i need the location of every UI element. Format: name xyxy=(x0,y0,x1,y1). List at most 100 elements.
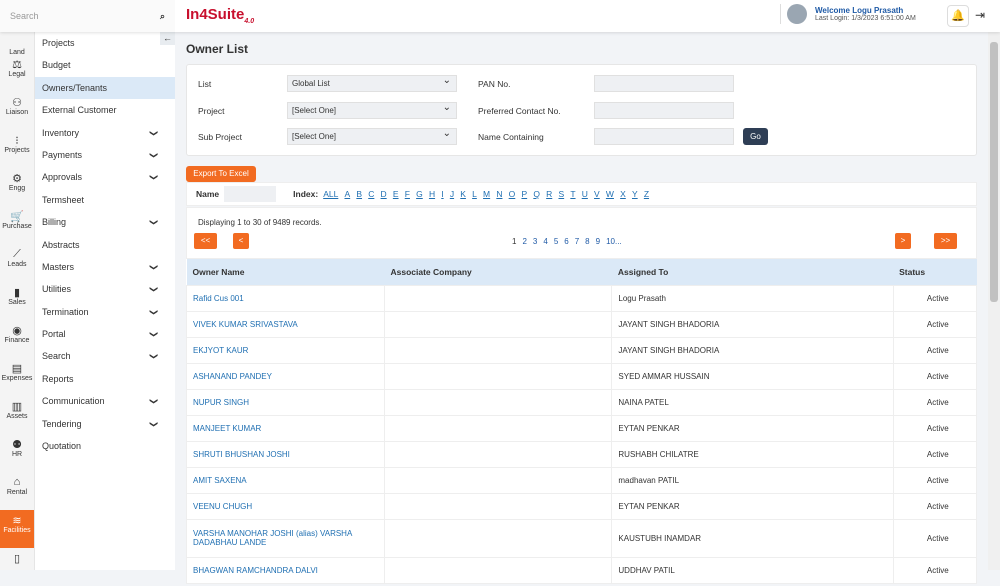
owner-name-link[interactable]: ASHANAND PANDEY xyxy=(186,362,385,390)
sidebar-item-projects[interactable]: Projects xyxy=(35,32,175,54)
page-link[interactable]: 10... xyxy=(606,237,622,246)
sidebar-item-external-customer[interactable]: External Customer xyxy=(35,99,175,121)
index-letter-a[interactable]: A xyxy=(344,189,351,199)
rail-item-sales[interactable]: ▮ Sales xyxy=(0,282,34,320)
sidebar-item-billing[interactable]: Billing ❯ xyxy=(35,211,175,233)
owner-name-link[interactable]: VIVEK KUMAR SRIVASTAVA xyxy=(186,310,385,338)
index-letter-h[interactable]: H xyxy=(428,189,436,199)
page-link[interactable]: 5 xyxy=(553,237,559,246)
owner-name-link[interactable]: AMIT SAXENA xyxy=(186,466,385,494)
sidebar-item-quotation[interactable]: Quotation xyxy=(35,435,175,457)
scrollbar-thumb[interactable] xyxy=(990,42,998,302)
index-letter-j[interactable]: J xyxy=(449,189,455,199)
owner-name-link[interactable]: BHAGWAN RAMCHANDRA DALVI xyxy=(186,556,385,584)
index-letter-w[interactable]: W xyxy=(605,189,614,199)
owner-name-link[interactable]: SHRUTI BHUSHAN JOSHI xyxy=(186,440,385,468)
rail-item-rental[interactable]: ⌂ Rental xyxy=(0,472,34,510)
first-page-button[interactable]: << xyxy=(194,233,217,249)
logout-icon[interactable]: ⇥ xyxy=(975,8,986,22)
index-letter-e[interactable]: E xyxy=(392,189,399,199)
index-letter-r[interactable]: R xyxy=(546,189,553,199)
owner-name-link[interactable]: Rafid Cus 001 xyxy=(186,284,385,312)
sidebar-item-termination[interactable]: Termination ❯ xyxy=(35,301,175,323)
list-select[interactable]: Global List xyxy=(287,75,457,92)
page-link[interactable]: 9 xyxy=(595,237,601,246)
sidebar-item-inventory[interactable]: Inventory ❯ xyxy=(35,122,175,144)
search-input[interactable]: Search xyxy=(10,11,39,21)
index-letter-z[interactable]: Z xyxy=(643,189,650,199)
index-letter-n[interactable]: N xyxy=(496,189,503,199)
owner-name-link[interactable]: VEENU CHUGH xyxy=(186,492,385,520)
prev-page-button[interactable]: < xyxy=(233,233,249,249)
column-header[interactable]: Owner Name xyxy=(186,259,385,285)
rail-item-projects[interactable]: ⁝ Projects xyxy=(0,130,34,168)
subproject-select[interactable]: [Select One] xyxy=(287,128,457,145)
rail-item-legal[interactable]: ⚖ Legal xyxy=(0,54,34,92)
collapse-sidebar-icon[interactable]: ← xyxy=(160,32,175,45)
rail-item-expenses[interactable]: ▤ Expenses xyxy=(0,358,34,396)
rail-item-leads[interactable]: ⟋ Leads xyxy=(0,244,34,282)
index-letter-k[interactable]: K xyxy=(460,189,466,199)
name-filter-input[interactable] xyxy=(224,186,277,202)
scrollbar[interactable] xyxy=(988,32,1000,570)
index-letter-q[interactable]: Q xyxy=(533,189,540,199)
index-letter-p[interactable]: P xyxy=(521,189,528,199)
pan-input[interactable] xyxy=(594,75,734,92)
owner-name-link[interactable]: MANJEET KUMAR xyxy=(186,414,385,442)
index-letter-x[interactable]: X xyxy=(620,189,626,199)
sidebar-item-tendering[interactable]: Tendering ❯ xyxy=(35,413,175,435)
go-button[interactable]: Go xyxy=(743,128,768,145)
page-link[interactable]: 2 xyxy=(522,237,527,246)
sidebar-item-owners-tenants[interactable]: Owners/Tenants xyxy=(35,76,175,100)
rail-item-more[interactable]: ▯ xyxy=(0,548,34,586)
page-link[interactable]: 3 xyxy=(532,237,538,246)
rail-item-hr[interactable]: ⚉ HR xyxy=(0,434,34,472)
index-letter-s[interactable]: S xyxy=(558,189,565,199)
sidebar-item-approvals[interactable]: Approvals ❯ xyxy=(35,166,175,188)
page-link[interactable]: 4 xyxy=(543,237,548,246)
index-letter-u[interactable]: U xyxy=(581,189,588,199)
sidebar-item-search[interactable]: Search ❯ xyxy=(35,345,175,367)
index-letter-all[interactable]: ALL xyxy=(323,189,339,199)
column-header[interactable]: Associate Company xyxy=(384,259,612,285)
sidebar-item-termsheet[interactable]: Termsheet xyxy=(35,189,175,211)
index-letter-v[interactable]: V xyxy=(594,189,600,199)
bell-icon[interactable]: 🔔 xyxy=(947,5,969,27)
sidebar-item-budget[interactable]: Budget xyxy=(35,54,175,76)
sidebar-item-reports[interactable]: Reports xyxy=(35,368,175,390)
index-letter-g[interactable]: G xyxy=(416,189,423,199)
rail-item-engg[interactable]: ⚙ Engg xyxy=(0,168,34,206)
search-box[interactable]: Search ⌕ xyxy=(0,0,175,32)
rail-item-facilities[interactable]: ≋ Facilities xyxy=(0,510,34,548)
user-info[interactable]: Welcome Logu Prasath Last Login: 1/3/2023… xyxy=(780,4,916,24)
column-header[interactable]: Status xyxy=(893,259,977,285)
index-letter-b[interactable]: B xyxy=(356,189,363,199)
sidebar-item-portal[interactable]: Portal ❯ xyxy=(35,323,175,345)
export-excel-button[interactable]: Export To Excel xyxy=(186,166,256,182)
next-page-button[interactable]: > xyxy=(895,233,911,249)
page-link[interactable]: 7 xyxy=(574,237,580,246)
project-select[interactable]: [Select One] xyxy=(287,102,457,119)
page-link[interactable]: 1 xyxy=(512,237,517,246)
page-link[interactable]: 8 xyxy=(585,237,590,246)
index-letter-o[interactable]: O xyxy=(508,189,516,199)
search-icon[interactable]: ⌕ xyxy=(159,10,165,21)
contact-input[interactable] xyxy=(594,102,734,119)
rail-item-liaison[interactable]: ⚇ Liaison xyxy=(0,92,34,130)
index-letter-l[interactable]: L xyxy=(472,189,477,199)
index-letter-i[interactable]: I xyxy=(441,189,444,199)
sidebar-item-masters[interactable]: Masters ❯ xyxy=(35,256,175,278)
last-page-button[interactable]: >> xyxy=(934,233,957,249)
index-letter-d[interactable]: D xyxy=(380,189,387,199)
index-letter-m[interactable]: M xyxy=(483,189,491,199)
index-letter-c[interactable]: C xyxy=(368,189,375,199)
index-letter-t[interactable]: T xyxy=(570,189,576,199)
rail-item-land[interactable]: Land xyxy=(0,32,34,56)
rail-item-finance[interactable]: ◉ Finance xyxy=(0,320,34,358)
owner-name-link[interactable]: VARSHA MANOHAR JOSHI (alias) VARSHA DADA… xyxy=(186,518,385,558)
sidebar-item-payments[interactable]: Payments ❯ xyxy=(35,144,175,166)
sidebar-item-abstracts[interactable]: Abstracts xyxy=(35,234,175,256)
sidebar-item-communication[interactable]: Communication ❯ xyxy=(35,390,175,412)
page-link[interactable]: 6 xyxy=(564,237,569,246)
column-header[interactable]: Assigned To xyxy=(611,259,894,285)
